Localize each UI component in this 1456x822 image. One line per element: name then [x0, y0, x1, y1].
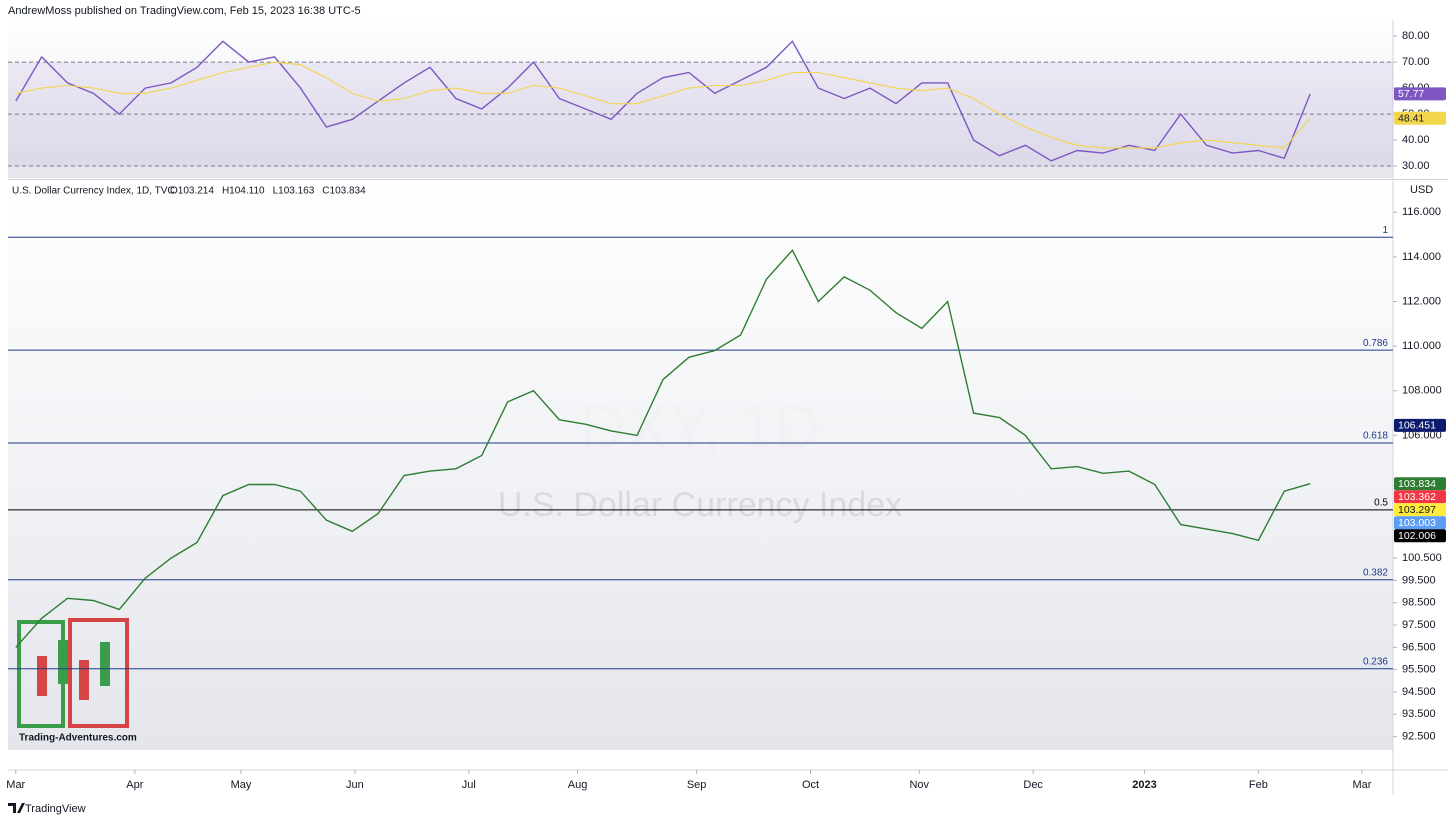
fib-label: 1	[1382, 225, 1388, 236]
x-tick-label: Aug	[568, 779, 588, 791]
rsi-band-fill	[8, 62, 1393, 167]
price-tag	[1394, 503, 1446, 517]
y-tick-label: 100.500	[1402, 552, 1442, 564]
y-tick-label: 108.000	[1402, 385, 1442, 397]
rsi-pane	[8, 20, 1393, 178]
y-tick-label: 98.500	[1402, 597, 1436, 609]
y-tick-label: 96.500	[1402, 641, 1436, 653]
x-tick-label: Apr	[126, 779, 143, 791]
fib-label: 0.236	[1363, 656, 1388, 667]
x-tick-label: 2023	[1132, 779, 1156, 791]
ohlc-value: L103.163	[273, 186, 315, 197]
y-tick-label: 93.500	[1402, 708, 1436, 720]
price-tag	[1394, 529, 1446, 543]
ohlc-value: C103.834	[322, 186, 366, 197]
price-tag	[1394, 516, 1446, 530]
price-tag-label: 48.41	[1398, 112, 1424, 124]
logo-candle	[100, 642, 110, 686]
series-line	[15, 40, 1311, 162]
brand: TradingView	[25, 803, 86, 815]
x-tick-label: Mar	[1352, 779, 1371, 791]
x-tick-label: Oct	[802, 779, 819, 791]
price-tag-label: 103.003	[1398, 517, 1436, 529]
price-tag-label: 57.77	[1398, 88, 1424, 100]
price-tag	[1394, 477, 1446, 491]
price-tag-label: 103.834	[1398, 478, 1436, 490]
x-tick-label: Feb	[1249, 779, 1268, 791]
logo	[17, 618, 129, 728]
x-tick-label: Jul	[462, 779, 476, 791]
x-tick-label: May	[231, 779, 252, 791]
x-tick-label: Dec	[1023, 779, 1043, 791]
series-line	[15, 61, 1311, 149]
x-tick-label: Sep	[687, 779, 707, 791]
y-tick-label: 70.00	[1402, 56, 1430, 68]
y-tick-label: 114.000	[1402, 251, 1441, 263]
x-tick-label: Jun	[346, 779, 364, 791]
fib-label: 0.5	[1374, 498, 1388, 509]
price-tag-label: 103.362	[1398, 491, 1436, 503]
price-tag	[1394, 490, 1446, 504]
attribution: AndrewMoss published on TradingView.com,…	[8, 5, 361, 17]
series-line	[15, 248, 1311, 648]
logo-candle	[79, 660, 89, 700]
brand-icon	[8, 803, 25, 813]
fib-label: 0.618	[1363, 431, 1388, 442]
y-tick-label: 106.000	[1402, 429, 1442, 441]
y-tick-label: 110.000	[1402, 340, 1441, 352]
y-tick-label: 97.500	[1402, 619, 1436, 631]
price-tag	[1394, 418, 1446, 432]
x-tick-label: Nov	[909, 779, 929, 791]
y-tick-label: 99.500	[1402, 574, 1436, 586]
ohlc-value: H104.110	[222, 186, 265, 197]
site-watermark: Trading-Adventures.com	[19, 733, 137, 744]
y-tick-label: 30.00	[1402, 160, 1430, 172]
logo-candle	[58, 640, 68, 684]
y-tick-label: 40.00	[1402, 134, 1430, 146]
fib-label: 0.382	[1363, 567, 1388, 578]
watermark-subtitle: U.S. Dollar Currency Index	[498, 486, 902, 524]
symbol-title: U.S. Dollar Currency Index, 1D, TVC	[12, 186, 175, 197]
price-tag-label: 103.297	[1398, 504, 1436, 516]
y-tick-label: 94.500	[1402, 686, 1436, 698]
price-tag	[1394, 87, 1446, 101]
logo-box	[68, 618, 129, 728]
y-tick-label: 112.000	[1402, 295, 1441, 307]
currency: USD	[1410, 184, 1433, 196]
price-tag	[1394, 111, 1446, 125]
y-tick-label: 95.500	[1402, 664, 1436, 676]
logo-candle	[37, 656, 47, 696]
price-tag-label: 102.006	[1398, 530, 1436, 542]
price-tag-label: 106.451	[1398, 420, 1436, 432]
y-tick-label: 116.000	[1402, 206, 1441, 218]
watermark: DXY, 1D	[580, 391, 821, 463]
price-pane	[8, 181, 1393, 750]
y-tick-label: 92.500	[1402, 731, 1436, 743]
ohlc-value: O103.214	[170, 186, 214, 197]
y-tick-label: 80.00	[1402, 30, 1430, 42]
fib-label: 0.786	[1363, 338, 1388, 349]
x-tick-label: Mar	[6, 779, 25, 791]
